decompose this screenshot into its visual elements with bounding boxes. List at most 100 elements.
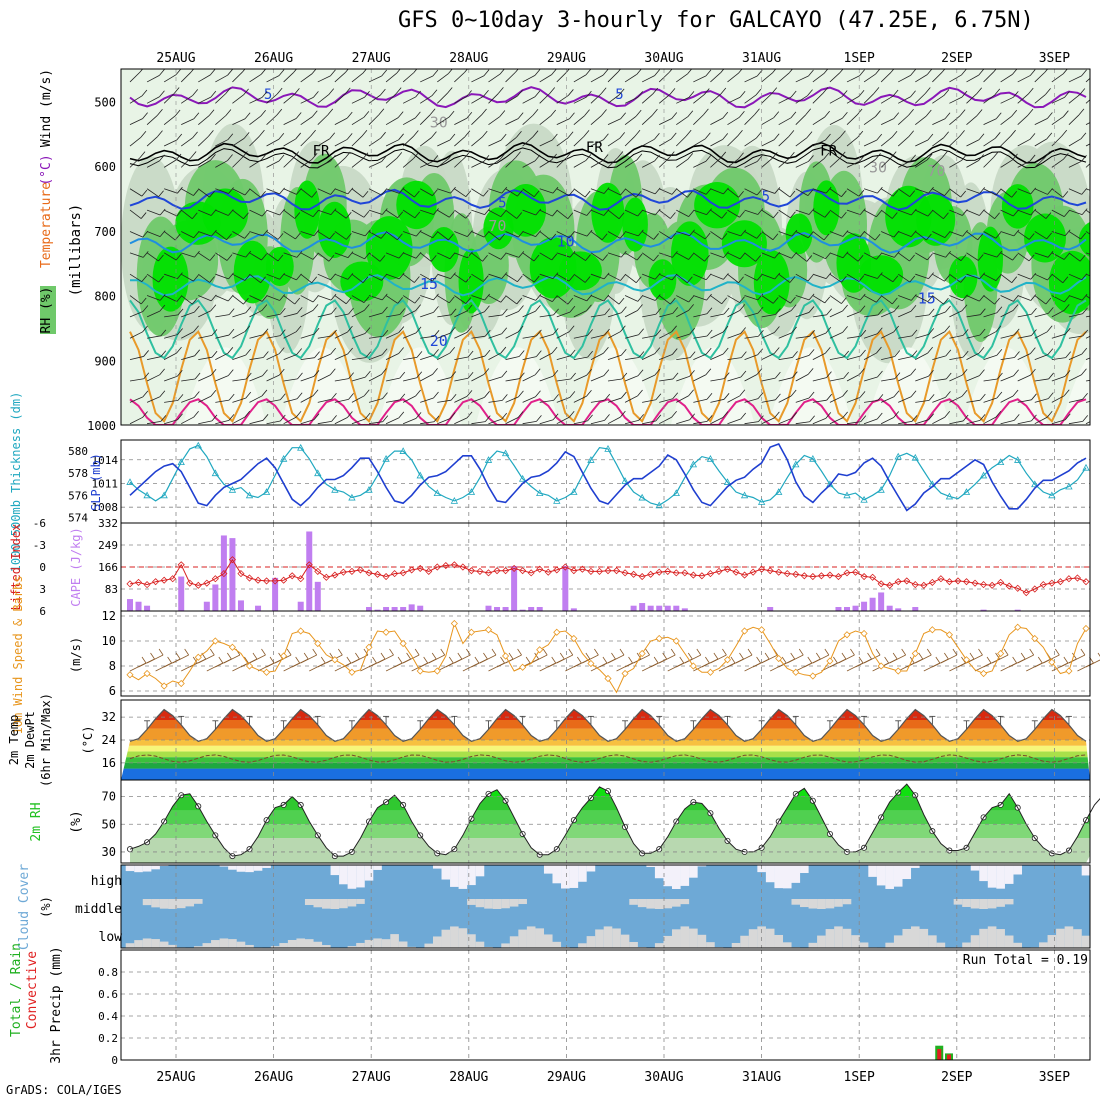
cloud-low-cell: [893, 935, 903, 948]
wind-barb: [164, 273, 178, 279]
wind-barb-flag: [1081, 188, 1088, 195]
wind-barb-flag: [808, 155, 814, 162]
wind-barb-flag: [739, 296, 745, 303]
li-point: [920, 581, 928, 589]
wind10-barb-flag: [141, 656, 147, 664]
wind-barb: [215, 295, 229, 302]
wind-barb-flag: [808, 349, 815, 356]
wind-barb: [727, 357, 742, 361]
li-point: [245, 574, 254, 582]
date-label-bottom: 27AUG: [352, 1070, 391, 1085]
wind-barb: [795, 252, 808, 262]
wind-barb-flag: [569, 112, 575, 119]
wind-barb-flag: [858, 275, 865, 282]
wind-barb-flag: [689, 351, 696, 358]
wind10-barb-flag: [944, 652, 949, 660]
temp-band: [121, 757, 1090, 763]
wind-barb-flag: [978, 154, 984, 161]
rh-shade-2: [858, 255, 904, 295]
wind-barb: [129, 378, 144, 382]
wind-barb: [505, 417, 519, 425]
wind-barb-flag: [620, 112, 626, 119]
wind10-barb: [735, 654, 753, 664]
wind-barb: [317, 94, 329, 104]
wind-barb: [983, 273, 997, 281]
wind-barb: [283, 209, 296, 219]
precip-ylabel-total: Total / Rain: [9, 943, 24, 1037]
cloud-low-cell: [825, 929, 835, 948]
cloud-high-cell: [151, 865, 160, 870]
wind-barb-flag: [789, 276, 796, 283]
cape-bar: [255, 605, 262, 611]
wind-barb: [471, 252, 483, 262]
wind-barb-flag: [1012, 253, 1018, 261]
li-point: [331, 571, 339, 579]
wind-barb-flag: [585, 69, 592, 76]
wind-barb-flag: [329, 368, 336, 375]
wind-barb: [642, 313, 656, 318]
wind-barb-flag: [534, 154, 541, 162]
wind-barb: [215, 252, 228, 261]
wind-barb-flag: [637, 91, 644, 98]
wind-barb: [778, 117, 792, 126]
wind-barb: [420, 295, 434, 301]
wind-barb: [590, 188, 605, 194]
wind-barb: [556, 231, 570, 239]
wind-barb: [129, 252, 144, 258]
wind-barb: [1051, 135, 1063, 147]
wind10-barb-flag: [551, 656, 557, 664]
wind-barb-flag: [465, 297, 472, 304]
cloud-mid-cell: [1004, 899, 1014, 905]
thickness-point: [518, 474, 527, 482]
wind-barb-flag: [484, 391, 490, 398]
wind-barb-flag: [191, 212, 198, 219]
date-label-top: 25AUG: [156, 51, 195, 66]
wind-barb-flag: [874, 233, 881, 241]
wind-barb-flag: [450, 371, 457, 378]
wind-barb-flag: [876, 133, 883, 141]
wind-barb-flag: [482, 255, 488, 262]
wind-barb-flag: [159, 154, 165, 162]
wind-barb: [744, 421, 759, 425]
wind-barb: [863, 376, 878, 382]
isotherm-25: [129, 330, 1087, 423]
wind-barb: [420, 421, 435, 425]
wind-barb-flag: [894, 251, 900, 258]
wind-barb: [761, 377, 776, 382]
wind-barb: [198, 420, 213, 425]
wind-barb-flag: [875, 153, 881, 160]
wind-barb: [488, 376, 503, 382]
wind10-barb: [172, 654, 189, 664]
wind-barb-flag: [466, 326, 473, 333]
li-point: [186, 579, 194, 587]
wind-barb-flag: [160, 350, 167, 357]
li-point: [758, 565, 766, 573]
wind-barb-flag: [312, 253, 319, 260]
wind-barb-flag: [225, 109, 232, 116]
cloud-ylabel: Cloud Cover: [17, 864, 32, 950]
wind-barb-flag: [655, 414, 662, 422]
wind-barb: [386, 314, 400, 318]
cloud-mid-cell: [313, 899, 323, 908]
cape-bar: [562, 565, 569, 611]
wind-barb: [590, 231, 603, 241]
wind-barb: [300, 395, 314, 403]
wind-barb-flag: [703, 88, 710, 95]
contour-label: 5: [264, 87, 272, 103]
wind-barb-flag: [1013, 369, 1019, 376]
wind-barb-flag: [774, 411, 780, 419]
wind-barb-flag: [278, 69, 285, 76]
wind-barb: [659, 138, 672, 147]
wind-barb: [232, 295, 244, 305]
wind-barb-flag: [1063, 110, 1069, 117]
wind-barb: [795, 335, 810, 339]
upper-ylabel-tunit: (°C): [39, 154, 54, 185]
wind-barb-flag: [345, 211, 352, 219]
li-point: [314, 567, 322, 575]
wind-barb-flag: [1064, 413, 1071, 421]
cloud-mid-cell: [671, 899, 681, 907]
wind10-barb: [582, 654, 599, 664]
thickness-point: [279, 454, 288, 462]
wind-barb: [215, 273, 229, 280]
wind-barb: [232, 378, 247, 382]
